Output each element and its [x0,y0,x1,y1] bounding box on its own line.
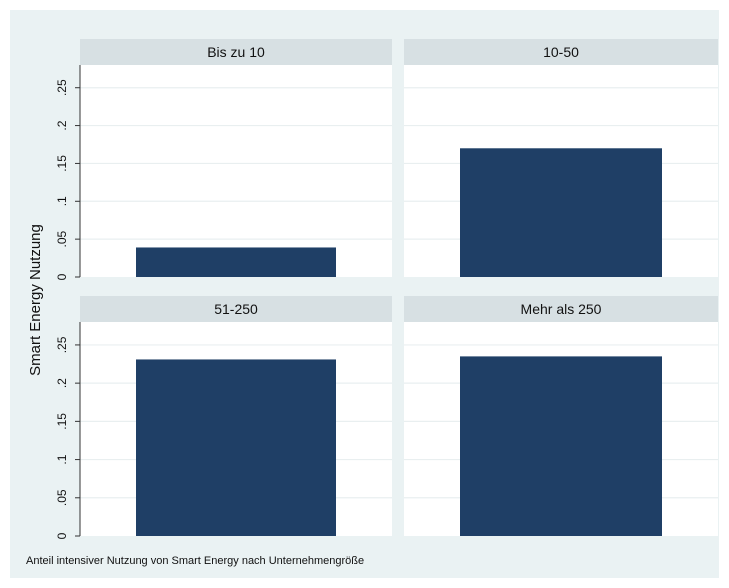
panel-1-title: Bis zu 10 [207,44,265,60]
panel-1-ytick-label-4: .2 [55,120,69,130]
panel-3-ytick-label-0: 0 [55,532,69,539]
panel-3-bar [136,359,336,536]
panel-2-title: 10-50 [543,44,579,60]
panel-3-ytick-label-5: .25 [55,336,69,353]
panel-1-ytick-label-3: .15 [55,155,69,172]
chart-note: Anteil intensiver Nutzung von Smart Ener… [26,555,364,567]
panel-3-title: 51-250 [214,301,258,317]
panel-3-header [80,296,392,322]
panel-4-header [404,296,718,322]
panel-1-ytick-label-1: .05 [55,230,69,247]
panel-1-ytick-label-2: .1 [55,196,69,206]
panel-3-ytick-label-1: .05 [55,489,69,506]
y-axis-label: Smart Energy Nutzung [27,224,44,376]
panel-1-plot-area [80,65,392,277]
panel-3-ytick-label-2: .1 [55,454,69,464]
panel-1-ytick-label-0: 0 [55,273,69,280]
panel-1-header [80,39,392,65]
panel-1-ytick-label-5: .25 [55,79,69,96]
panel-4-bar [460,356,662,536]
panel-2-bar [460,148,662,277]
panel-1-bar [136,247,336,277]
panel-3-ytick-label-4: .2 [55,378,69,388]
panel-2-header [404,39,718,65]
panel-3-ytick-label-3: .15 [55,413,69,430]
panel-4-title: Mehr als 250 [521,301,602,317]
